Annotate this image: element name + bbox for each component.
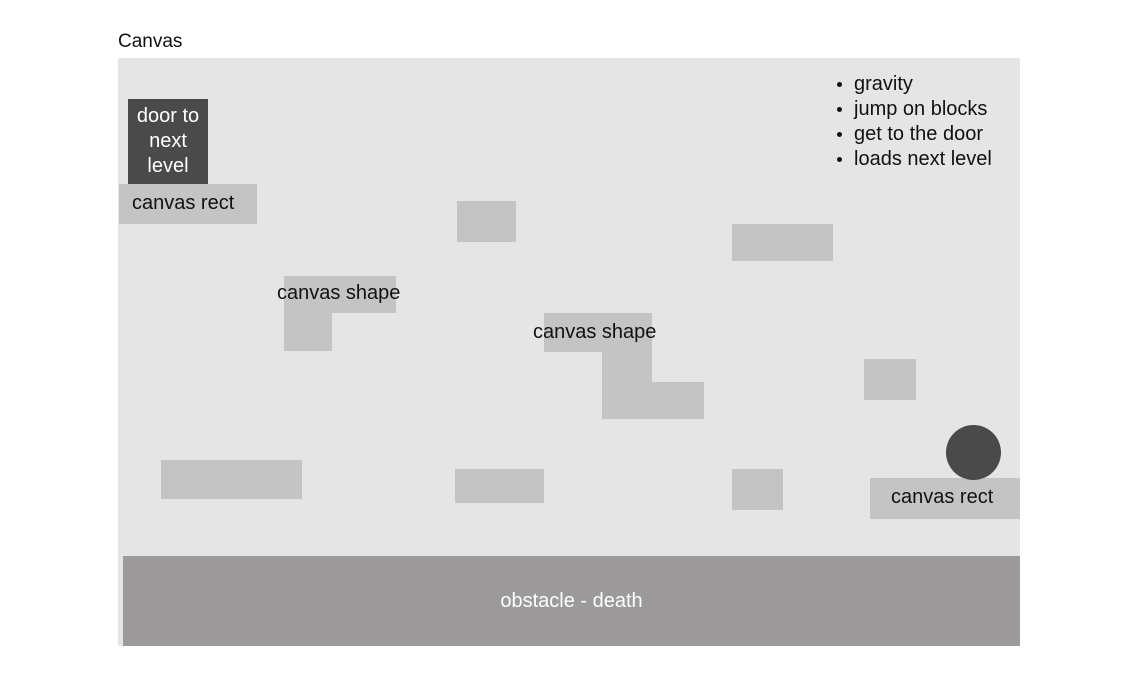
canvas-shape-center-stem	[602, 352, 652, 382]
obstacle-death: obstacle - death	[123, 556, 1020, 646]
canvas-rect-top-left	[119, 184, 257, 224]
platform-block	[457, 201, 516, 242]
notes-item: get to the door	[834, 122, 992, 147]
canvas-shape-center-top	[544, 313, 652, 352]
canvas-shape-left-stem	[284, 313, 332, 351]
canvas-title: Canvas	[118, 31, 183, 52]
notes-item: loads next level	[834, 147, 992, 172]
notes-item: gravity	[834, 72, 992, 97]
platform-block	[161, 460, 302, 499]
canvas-rect-bottom-right	[870, 478, 1020, 519]
platform-block	[732, 469, 783, 510]
door-next-level: door to next level	[128, 99, 208, 184]
canvas-shape-label: canvas shape	[533, 321, 657, 343]
platform-block	[455, 469, 544, 503]
canvas-shape-left-top	[284, 276, 396, 313]
notes-list: gravity jump on blocks get to the door l…	[834, 72, 992, 172]
platform-block	[864, 359, 916, 400]
player-ball	[946, 425, 1001, 480]
game-canvas[interactable]: door to next level canvas rect canvas sh…	[118, 58, 1020, 646]
canvas-shape-center-foot	[602, 382, 704, 419]
platform-block	[732, 224, 833, 261]
canvas-rect-label: canvas rect	[132, 192, 235, 214]
notes-item: jump on blocks	[834, 97, 992, 122]
canvas-shape-label: canvas shape	[277, 282, 401, 304]
canvas-rect-label: canvas rect	[891, 486, 994, 508]
